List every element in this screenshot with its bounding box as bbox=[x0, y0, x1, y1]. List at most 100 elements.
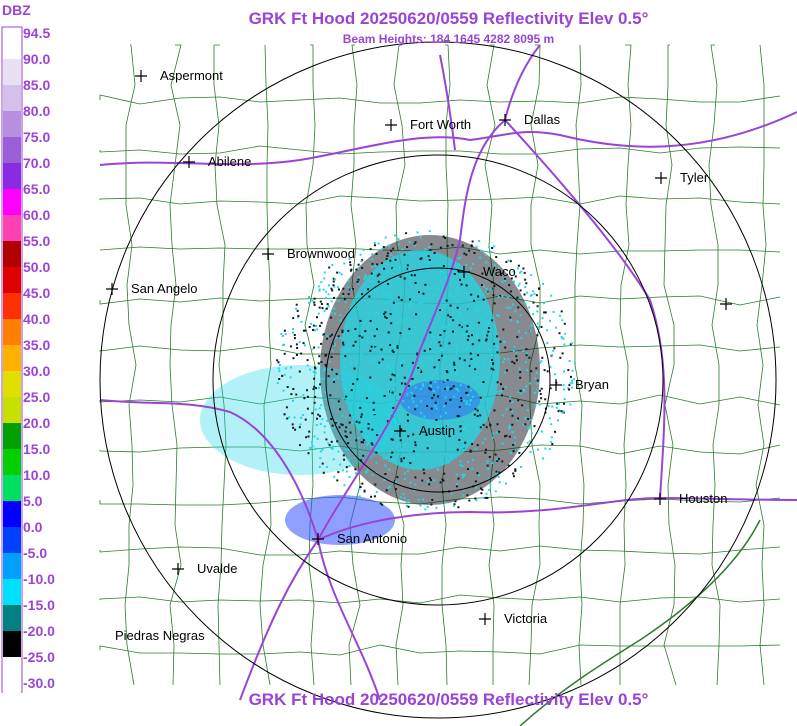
echo-pixel bbox=[411, 377, 414, 380]
echo-pixel bbox=[359, 486, 362, 488]
echo-pixel bbox=[302, 342, 305, 345]
echo-pixel bbox=[458, 313, 461, 315]
highways bbox=[99, 44, 797, 701]
echo-pixel bbox=[457, 506, 460, 509]
echo-pixel bbox=[399, 448, 402, 451]
echo-pixel bbox=[282, 389, 285, 392]
echo-pixel bbox=[371, 428, 374, 431]
echo-pixel bbox=[361, 336, 364, 339]
echo-pixel bbox=[332, 427, 335, 430]
echo-pixel bbox=[500, 383, 502, 386]
echo-pixel bbox=[292, 388, 295, 390]
echo-pixel bbox=[349, 407, 352, 410]
echo-pixel bbox=[540, 397, 543, 400]
echo-pixel bbox=[478, 474, 480, 477]
city-marker: Abilene bbox=[183, 154, 251, 169]
highway-i20 bbox=[99, 111, 797, 166]
echo-pixel bbox=[571, 369, 574, 372]
echo-pixel bbox=[519, 271, 522, 274]
city-label: Uvalde bbox=[197, 561, 237, 576]
echo-pixel bbox=[457, 389, 460, 392]
echo-pixel bbox=[451, 454, 454, 457]
echo-pixel bbox=[511, 401, 514, 403]
echo-pixel bbox=[326, 303, 329, 306]
legend-tick-label: 0.0 bbox=[23, 519, 43, 535]
echo-pixel bbox=[563, 398, 566, 401]
echo-pixel bbox=[478, 240, 481, 242]
echo-pixel bbox=[326, 334, 329, 337]
echo-pixel bbox=[371, 262, 374, 265]
echo-pixel bbox=[308, 301, 310, 304]
echo-pixel bbox=[495, 256, 498, 258]
echo-pixel bbox=[385, 489, 388, 492]
echo-pixel bbox=[320, 303, 323, 305]
echo-pixel bbox=[355, 420, 358, 423]
echo-pixel bbox=[386, 252, 389, 255]
echo-pixel bbox=[449, 388, 452, 391]
echo-pixel bbox=[540, 326, 543, 328]
echo-pixel bbox=[375, 389, 378, 392]
echo-pixel bbox=[430, 357, 433, 359]
echo-pixel bbox=[453, 395, 456, 398]
echo-pixel bbox=[384, 464, 387, 467]
echo-pixel bbox=[500, 272, 503, 275]
echo-pixel bbox=[494, 367, 497, 370]
echo-pixel bbox=[429, 388, 432, 391]
echo-pixel bbox=[421, 265, 424, 268]
echo-pixel bbox=[432, 390, 435, 393]
echo-pixel bbox=[407, 406, 410, 409]
echo-pixel bbox=[509, 306, 512, 309]
map-title: GRK Ft Hood 20250620/0559 Reflectivity E… bbox=[248, 9, 649, 28]
echo-pixel bbox=[453, 363, 456, 366]
echo-pixel bbox=[439, 415, 442, 418]
echo-pixel bbox=[463, 252, 466, 255]
echo-pixel bbox=[498, 471, 501, 474]
echo-pixel bbox=[504, 482, 507, 485]
city-marker: San Antonio bbox=[312, 531, 407, 546]
echo-pixel bbox=[505, 434, 508, 437]
echo-pixel bbox=[426, 447, 429, 450]
echo-pixel bbox=[408, 268, 411, 271]
echo-pixel bbox=[297, 316, 300, 319]
echo-pixel bbox=[387, 283, 389, 285]
echo-pixel bbox=[481, 272, 484, 275]
echo-pixel bbox=[521, 404, 524, 407]
echo-pixel bbox=[520, 392, 523, 395]
echo-pixel bbox=[457, 415, 460, 418]
echo-pixel bbox=[456, 291, 459, 294]
legend-color-swatch bbox=[3, 267, 21, 293]
echo-pixel bbox=[299, 423, 302, 426]
echo-pixel bbox=[421, 361, 424, 364]
echo-pixel bbox=[370, 442, 373, 445]
echo-pixel bbox=[471, 458, 474, 461]
echo-pixel bbox=[379, 366, 382, 368]
echo-pixel bbox=[369, 248, 372, 251]
echo-pixel bbox=[320, 361, 323, 363]
echo-pixel bbox=[383, 267, 386, 270]
echo-pixel bbox=[490, 367, 493, 370]
county-line bbox=[663, 44, 677, 686]
echo-pixel bbox=[464, 441, 467, 444]
echo-pixel bbox=[455, 485, 458, 488]
echo-pixel bbox=[355, 268, 358, 271]
echo-pixel bbox=[372, 401, 375, 404]
echo-pixel bbox=[511, 410, 514, 413]
echo-pixel bbox=[420, 302, 423, 304]
echo-pixel bbox=[377, 280, 380, 283]
echo-pixel bbox=[488, 246, 491, 249]
echo-pixel bbox=[488, 327, 490, 329]
county-line bbox=[99, 195, 781, 205]
echo-pixel bbox=[360, 375, 363, 378]
echo-pixel bbox=[474, 408, 477, 410]
echo-pixel bbox=[471, 343, 474, 346]
echo-pixel bbox=[403, 497, 406, 500]
echo-pixel bbox=[455, 483, 458, 486]
echo-pixel bbox=[349, 263, 352, 266]
echo-pixel bbox=[407, 469, 409, 472]
echo-pixel bbox=[514, 275, 517, 278]
echo-pixel bbox=[444, 237, 446, 239]
echo-pixel bbox=[473, 299, 475, 302]
echo-pixel bbox=[387, 244, 390, 247]
echo-pixel bbox=[357, 267, 360, 270]
echo-pixel bbox=[430, 407, 433, 410]
